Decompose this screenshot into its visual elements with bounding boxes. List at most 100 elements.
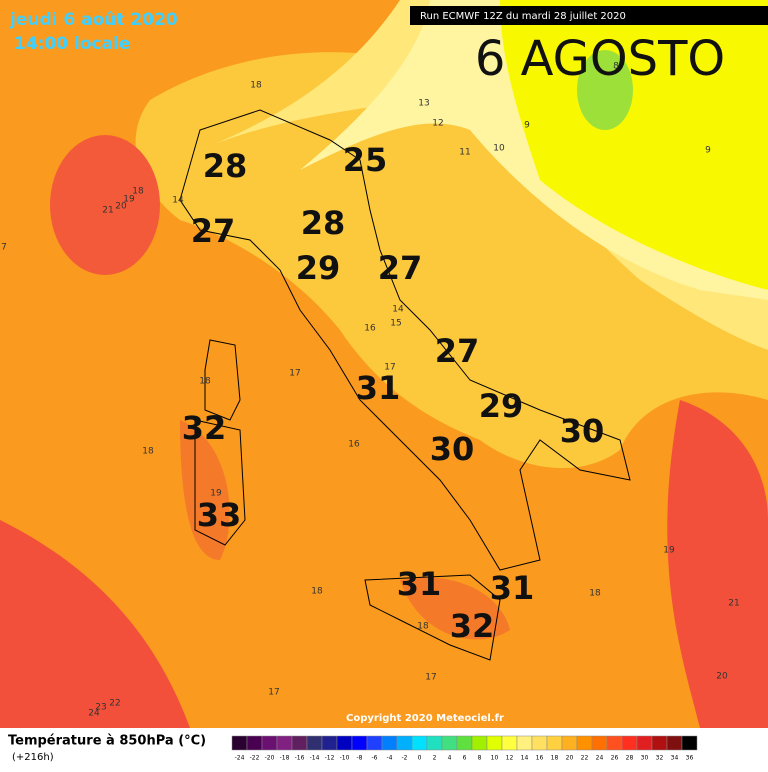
- isotherm-label: 20: [115, 202, 127, 212]
- legend-swatch: [681, 735, 698, 751]
- legend-swatch: [306, 735, 323, 751]
- legend-swatch: [651, 735, 668, 751]
- legend-tick-label: 22: [581, 755, 589, 762]
- legend-tick-label: 16: [536, 755, 544, 762]
- isotherm-label: 18: [311, 587, 323, 597]
- legend-swatch: [576, 735, 593, 751]
- legend-tick-label: -16: [295, 755, 305, 762]
- legend-swatch: [501, 735, 518, 751]
- temperature-annotation: 33: [197, 496, 242, 534]
- run-info: Run ECMWF 12Z du mardi 28 juillet 2020: [420, 11, 626, 22]
- isotherm-label: 20: [716, 672, 728, 682]
- temperature-annotation: 29: [479, 387, 524, 425]
- legend-title: Température à 850hPa (°C): [8, 734, 206, 749]
- legend-swatch: [351, 735, 368, 751]
- legend-swatch: [246, 735, 263, 751]
- temperature-annotation: 28: [203, 147, 248, 185]
- temperature-annotation: 31: [356, 369, 401, 407]
- isotherm-label: 14: [392, 305, 404, 315]
- isotherm-label: 24: [88, 709, 100, 719]
- legend-tick-label: -8: [357, 755, 363, 762]
- isotherm-label: 14: [172, 196, 184, 206]
- legend-swatch: [531, 735, 548, 751]
- lead-time: (+216h): [12, 752, 54, 763]
- legend-swatch: [336, 735, 353, 751]
- legend-tick-label: 6: [463, 755, 467, 762]
- legend-swatch: [486, 735, 503, 751]
- hot-core: [50, 135, 160, 275]
- isotherm-label: 21: [728, 599, 739, 609]
- legend-tick-label: -2: [402, 755, 408, 762]
- date: jeudi 6 août 2020: [9, 10, 178, 30]
- legend-swatch: [471, 735, 488, 751]
- legend-swatch: [636, 735, 653, 751]
- isotherm-label: 8: [613, 62, 619, 72]
- legend-tick-label: -20: [265, 755, 275, 762]
- legend-tick-label: 24: [596, 755, 604, 762]
- legend-swatch: [276, 735, 293, 751]
- legend-swatch: [516, 735, 533, 751]
- isotherm-label: 7: [1, 243, 7, 253]
- isotherm-label: 18: [589, 589, 601, 599]
- legend-swatch: [291, 735, 308, 751]
- copyright: Copyright 2020 Meteociel.fr: [346, 713, 504, 724]
- hot-spot: [400, 577, 510, 640]
- temperature-annotation: 27: [435, 332, 480, 370]
- isotherm-label: 18: [199, 377, 211, 387]
- legend-tick-label: 0: [418, 755, 422, 762]
- isotherm-label: 19: [123, 195, 135, 205]
- temperature-annotation: 32: [182, 409, 227, 447]
- legend-tick-label: 10: [491, 755, 499, 762]
- legend-tick-label: -10: [340, 755, 350, 762]
- legend-tick-label: -12: [325, 755, 335, 762]
- isotherm-label: 21: [102, 206, 113, 216]
- legend-tick-label: 12: [506, 755, 514, 762]
- legend-tick-label: 4: [448, 755, 452, 762]
- legend-swatch: [396, 735, 413, 751]
- legend-swatch: [666, 735, 683, 751]
- legend-swatch: [366, 735, 383, 751]
- legend-swatch: [411, 735, 428, 751]
- legend-tick-label: 36: [686, 755, 694, 762]
- isotherm-label: 16: [348, 440, 360, 450]
- temperature-annotation: 31: [397, 565, 442, 603]
- temperature-annotation: 32: [450, 607, 495, 645]
- legend-swatch: [231, 735, 248, 751]
- mild-zone: [200, 0, 768, 350]
- isotherm-label: 17: [268, 688, 279, 698]
- isotherm-label: 18: [417, 622, 429, 632]
- temperature-annotation: 27: [191, 212, 236, 250]
- isotherm-label: 16: [364, 324, 376, 334]
- isotherm-label: 17: [289, 369, 300, 379]
- isotherm-label: 15: [390, 319, 401, 329]
- legend-tick-label: 28: [626, 755, 634, 762]
- temperature-annotation: 25: [343, 141, 388, 179]
- cold-zone: [500, 0, 768, 290]
- isotherm-label: 9: [524, 121, 530, 131]
- legend-tick-label: 2: [433, 755, 437, 762]
- temperature-annotation: 31: [490, 569, 535, 607]
- isotherm-label: 18: [142, 447, 154, 457]
- isotherm-label: 12: [432, 119, 443, 129]
- legend-tick-label: -14: [310, 755, 320, 762]
- warm-zone: [135, 52, 768, 469]
- time: 14:00 locale: [14, 34, 130, 54]
- headline: 6 AGOSTO: [475, 31, 725, 87]
- run-banner: [410, 6, 768, 25]
- temperature-annotation: 27: [378, 249, 423, 287]
- isotherm-label: 17: [384, 363, 395, 373]
- isotherm-label: 19: [210, 489, 222, 499]
- isotherm-label: 9: [705, 146, 711, 156]
- temperature-annotation: 29: [296, 249, 341, 287]
- isotherm-label: 19: [663, 546, 675, 556]
- isotherm-label: 17: [425, 673, 436, 683]
- temperature-annotation: 30: [430, 430, 475, 468]
- legend-tick-label: -18: [280, 755, 290, 762]
- isotherm-label: 23: [95, 703, 106, 713]
- legend-tick-label: -4: [387, 755, 393, 762]
- legend-tick-label: -6: [372, 755, 378, 762]
- isotherm-label: 11: [459, 148, 470, 158]
- legend-swatch: [381, 735, 398, 751]
- hot-zone: [0, 520, 190, 728]
